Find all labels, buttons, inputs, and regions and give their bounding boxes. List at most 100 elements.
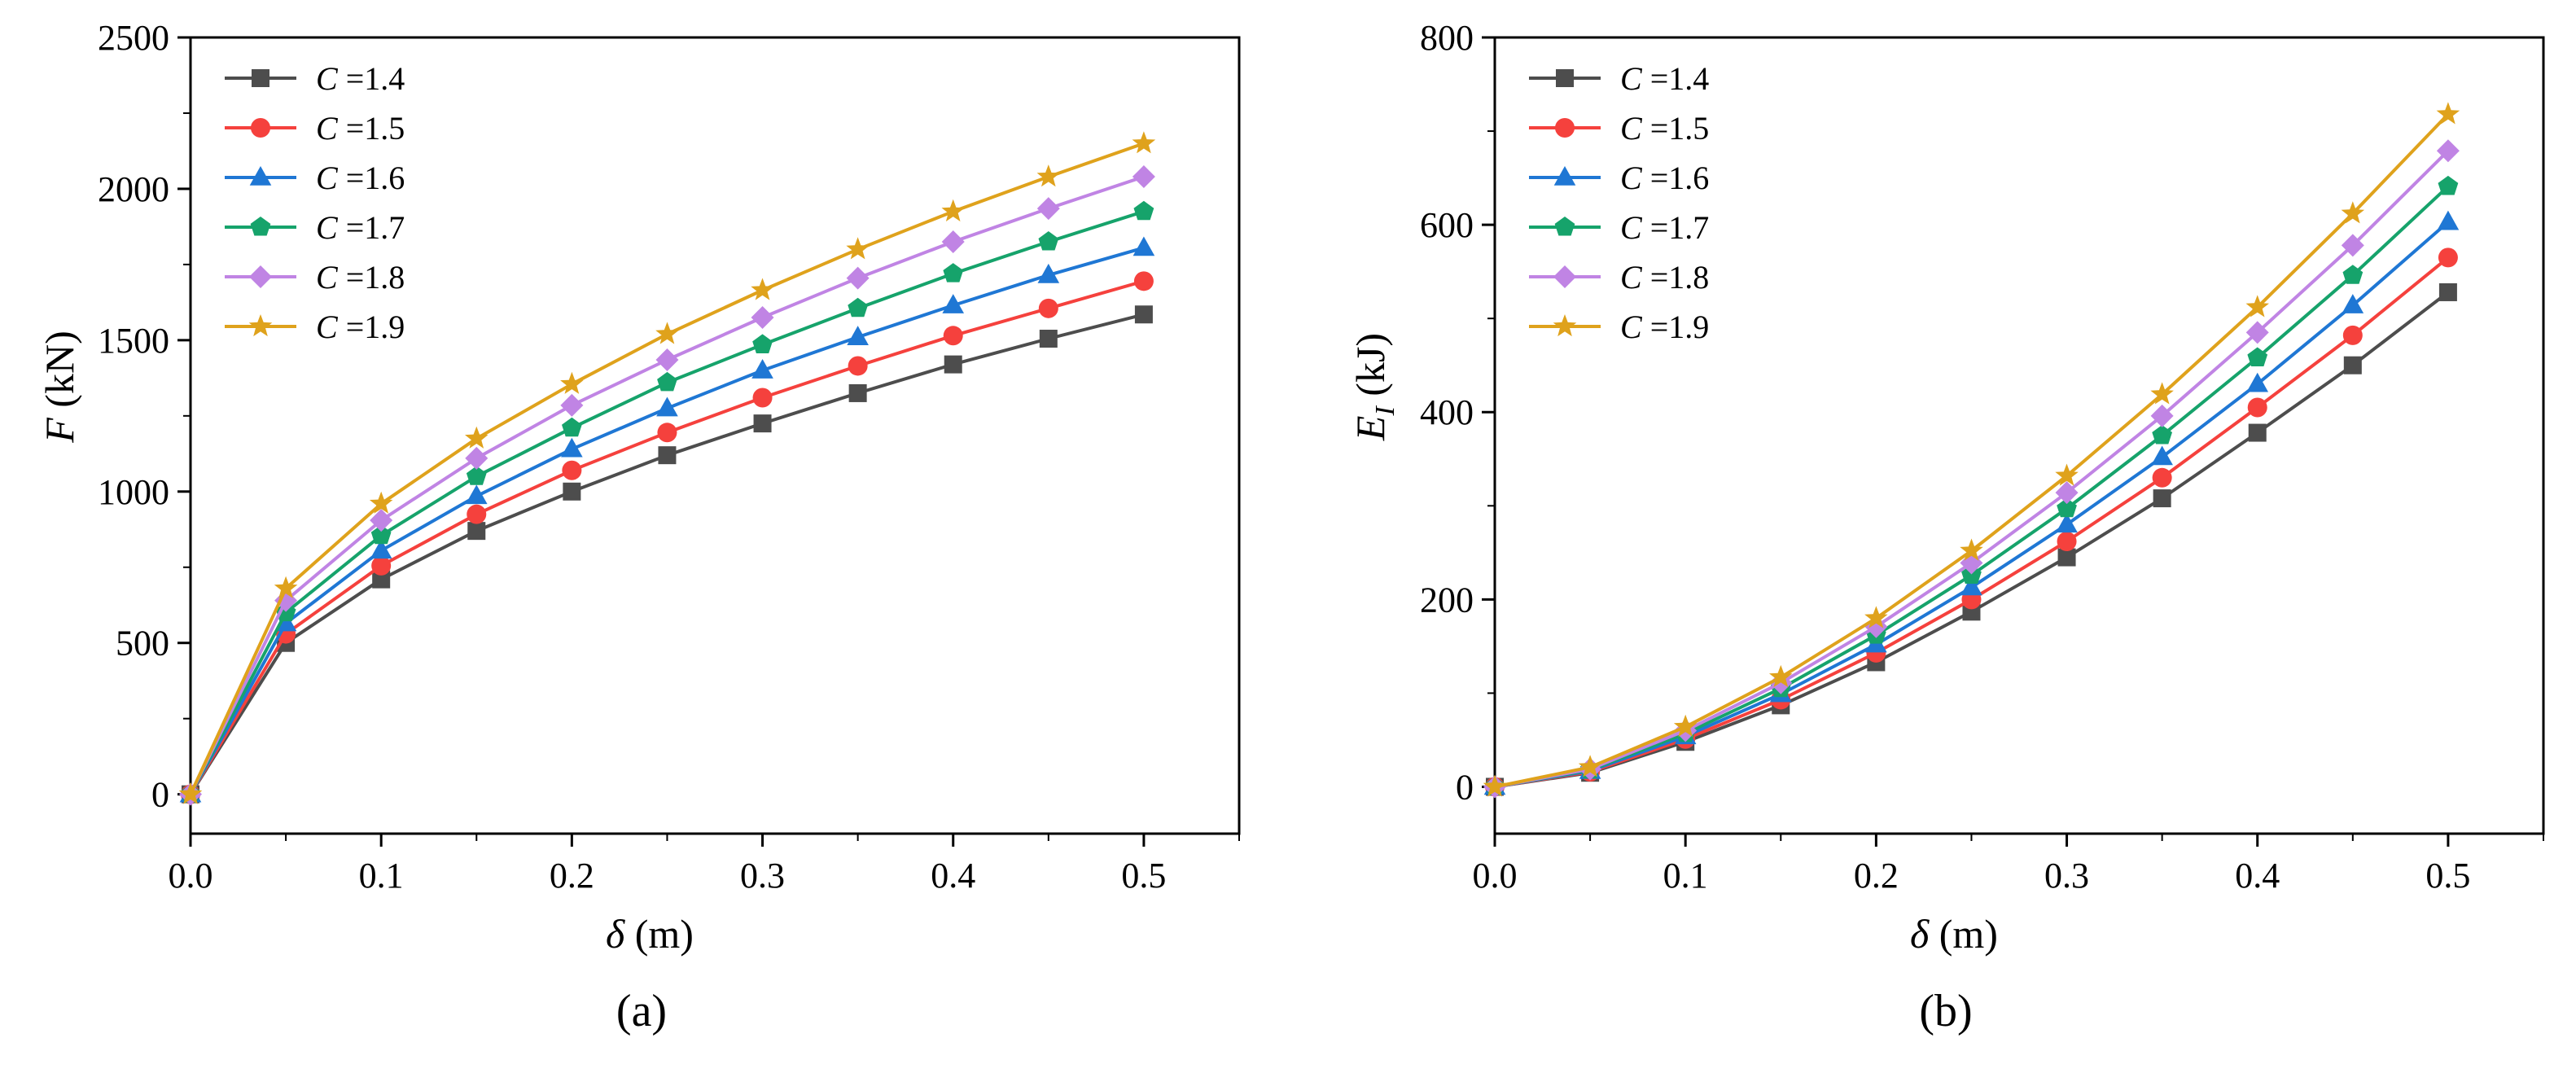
data-point	[562, 460, 582, 480]
data-point	[1038, 231, 1059, 251]
data-point	[2438, 282, 2457, 301]
series-line	[1494, 221, 2450, 789]
x-tick-label: 0.4	[931, 856, 975, 896]
y-tick-label: 1500	[98, 321, 169, 361]
x-axis-label: δ (m)	[606, 911, 694, 957]
data-point	[2150, 382, 2174, 405]
series-6	[1483, 102, 2460, 797]
legend: C =1.4C =1.5C =1.6C =1.7C =1.8C =1.9	[1529, 60, 1709, 345]
data-point	[2343, 356, 2362, 374]
legend-symbol: C	[1620, 60, 1643, 97]
data-point	[752, 388, 773, 408]
data-point	[751, 359, 773, 379]
legend-marker	[252, 69, 269, 87]
legend-value: =1.8	[338, 259, 405, 296]
data-point	[2342, 325, 2363, 345]
data-point	[560, 393, 584, 417]
legend-item: C =1.7	[1529, 209, 1709, 246]
data-point	[657, 423, 677, 443]
x-tick-label: 0.5	[1121, 856, 1166, 896]
y-tick-label: 2500	[98, 18, 169, 58]
data-point	[274, 576, 298, 598]
legend-symbol: C	[316, 110, 339, 147]
data-point	[371, 555, 392, 576]
data-point	[2247, 347, 2268, 366]
x-axis-unit: (m)	[1929, 911, 1998, 957]
legend-symbol: C	[316, 60, 339, 97]
x-tick-label: 0.4	[2235, 856, 2280, 896]
legend-label: C =1.7	[316, 209, 405, 246]
legend-label: C =1.8	[1620, 259, 1709, 296]
data-point	[753, 414, 772, 433]
data-point	[2247, 397, 2267, 418]
legend-marker	[249, 166, 272, 186]
data-point	[1578, 755, 1602, 777]
x-tick-label: 0.3	[2044, 856, 2089, 896]
data-point	[752, 334, 773, 353]
data-point	[370, 524, 392, 545]
legend-marker	[1554, 217, 1575, 236]
legend-symbol: C	[1620, 160, 1643, 196]
x-tick-label: 0.3	[740, 856, 785, 896]
data-point	[465, 484, 488, 505]
data-point	[467, 522, 486, 541]
data-point	[1483, 774, 1507, 797]
series-line	[1494, 149, 2450, 789]
y-tick-label: 0	[151, 775, 169, 815]
y-axis-unit: (kJ)	[1347, 333, 1393, 406]
y-tick-label: 0	[1456, 767, 1474, 807]
y-tick-label: 2000	[98, 169, 169, 209]
plot-frame	[1493, 36, 2545, 835]
legend-label: C =1.9	[316, 309, 405, 345]
data-point	[655, 348, 679, 372]
legend-value: =1.7	[1642, 209, 1710, 246]
data-point	[944, 355, 962, 374]
data-point	[2057, 548, 2076, 567]
data-point	[372, 570, 391, 589]
legend-item: C =1.4	[225, 60, 405, 97]
data-point	[2245, 295, 2269, 318]
data-point	[2438, 175, 2459, 195]
legend-value: =1.4	[338, 60, 405, 97]
legend-item: C =1.5	[1529, 110, 1709, 147]
legend-label: C =1.8	[316, 259, 405, 296]
series-line	[189, 209, 1145, 795]
legend-label: C =1.5	[1620, 110, 1709, 147]
data-point	[1133, 271, 1154, 291]
data-point	[1132, 165, 1155, 189]
legend-symbol: C	[316, 160, 339, 196]
legend-marker	[1553, 166, 1576, 186]
legend-marker	[1553, 265, 1576, 288]
data-point	[562, 417, 582, 437]
legend-marker	[250, 217, 271, 236]
legend-marker	[1555, 118, 1575, 138]
data-point	[2342, 265, 2364, 284]
x-tick-label: 0.1	[359, 856, 404, 896]
data-point	[656, 396, 678, 417]
data-point	[2341, 234, 2364, 257]
legend-item: C =1.6	[1529, 160, 1709, 196]
data-point	[563, 482, 581, 501]
data-point	[370, 539, 392, 559]
legend-label: C =1.6	[316, 160, 405, 196]
legend-value: =1.6	[1642, 160, 1710, 196]
data-point	[2152, 467, 2172, 488]
data-point	[2437, 210, 2460, 230]
chart-panel-2: 0.0 0.1 0.2 0.3 0.4 0.5 0 200 400 600 800 δ (m) EI (…	[1347, 18, 2545, 1036]
data-point	[2438, 247, 2458, 268]
x-tick-label: 0.2	[1854, 856, 1899, 896]
x-axis-label: δ (m)	[1910, 911, 1998, 957]
y-tick-label: 800	[1420, 18, 1474, 58]
legend-item: C =1.4	[1529, 60, 1709, 97]
data-point	[655, 322, 679, 344]
data-point	[1036, 197, 1060, 221]
data-point	[1132, 236, 1155, 256]
data-point	[1673, 714, 1698, 737]
y-tick-label: 600	[1420, 205, 1474, 245]
legend-value: =1.6	[338, 160, 405, 196]
y-axis-symbol: E	[1347, 416, 1393, 442]
legend-item: C =1.7	[225, 209, 405, 246]
y-axis-label: EI (kJ)	[1347, 333, 1400, 441]
data-point	[561, 437, 583, 458]
legend-marker	[1553, 314, 1577, 337]
